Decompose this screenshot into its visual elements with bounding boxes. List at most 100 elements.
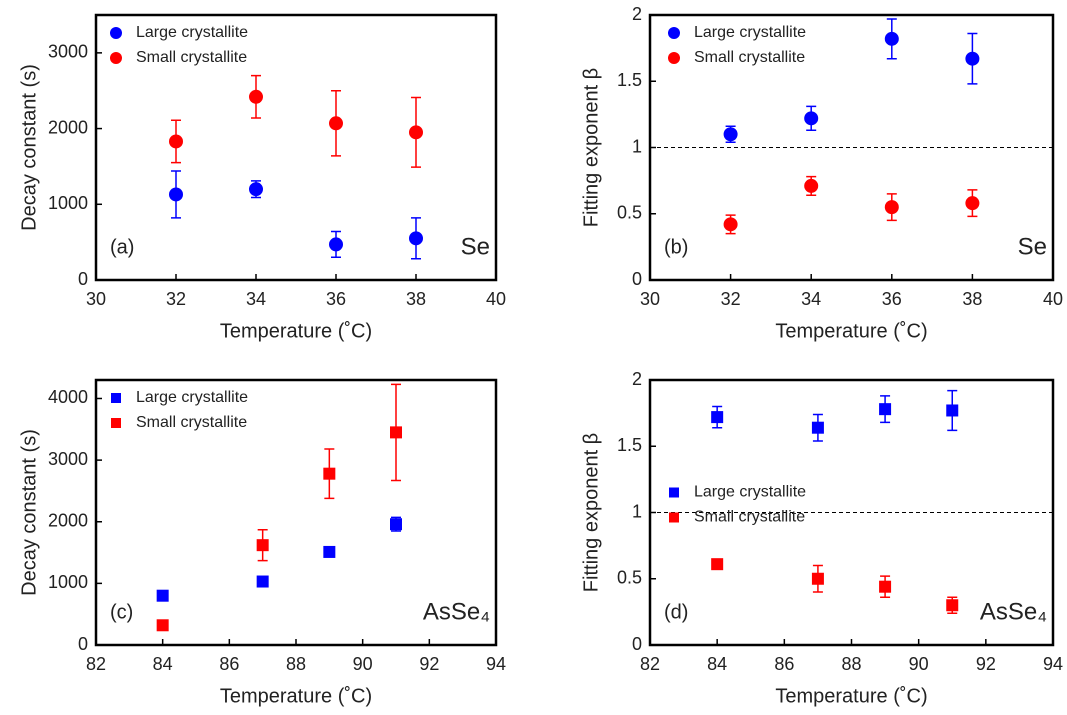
- legend-marker: [668, 27, 680, 39]
- x-tick-label: 38: [962, 289, 982, 309]
- legend-marker: [111, 418, 121, 428]
- legend-label: Large crystallite: [136, 389, 248, 406]
- marker: [390, 518, 402, 531]
- x-tick-label: 84: [707, 654, 727, 674]
- marker: [723, 127, 738, 142]
- material-label: Se: [1018, 233, 1047, 260]
- y-tick-label: 0.5: [617, 203, 642, 223]
- legend-marker: [669, 512, 679, 523]
- marker: [879, 403, 892, 416]
- panel-label: (d): [664, 601, 688, 623]
- y-axis-label: Fitting exponent β: [580, 433, 602, 592]
- x-tick-label: 40: [486, 289, 506, 309]
- legend-label: Small crystallite: [694, 49, 805, 66]
- y-tick-label: 1.5: [617, 435, 642, 455]
- x-tick-label: 88: [841, 654, 861, 674]
- x-tick-label: 86: [774, 654, 794, 674]
- x-tick-label: 94: [486, 654, 506, 674]
- y-tick-label: 0: [78, 269, 88, 289]
- marker: [249, 89, 263, 104]
- x-tick-label: 88: [286, 654, 306, 674]
- marker: [329, 237, 343, 252]
- marker: [804, 178, 819, 193]
- legend-marker: [669, 487, 679, 498]
- marker: [409, 231, 423, 246]
- y-tick-label: 3000: [48, 449, 88, 469]
- x-tick-label: 82: [640, 654, 660, 674]
- x-tick-label: 92: [419, 654, 439, 674]
- x-tick-label: 40: [1043, 289, 1063, 309]
- plot-frame: [94, 378, 498, 647]
- legend-label: Large crystallite: [694, 484, 806, 501]
- y-tick-label: 0: [632, 269, 642, 289]
- y-axis-label: Fitting exponent β: [580, 68, 602, 227]
- legend-label: Small crystallite: [694, 509, 805, 526]
- legend-label: Large crystallite: [694, 24, 806, 41]
- marker: [946, 599, 959, 612]
- marker: [323, 467, 336, 480]
- x-tick-label: 84: [153, 654, 173, 674]
- marker: [811, 421, 824, 434]
- marker: [156, 619, 169, 632]
- plot-frame: [94, 13, 498, 282]
- x-tick-label: 30: [640, 289, 660, 309]
- x-tick-label: 94: [1043, 654, 1063, 674]
- y-tick-label: 1000: [48, 572, 88, 592]
- marker: [329, 116, 343, 131]
- marker: [711, 558, 724, 571]
- x-axis-label: Temperature (˚C): [775, 320, 927, 342]
- x-tick-label: 30: [86, 289, 106, 309]
- y-tick-label: 2000: [48, 117, 88, 137]
- marker: [256, 539, 269, 552]
- marker: [169, 134, 183, 149]
- marker: [884, 31, 899, 46]
- y-tick-label: 2000: [48, 510, 88, 530]
- x-axis-label: Temperature (˚C): [220, 320, 372, 342]
- legend-label: Small crystallite: [136, 49, 247, 66]
- y-tick-label: 2: [632, 369, 642, 389]
- marker: [804, 111, 819, 126]
- x-tick-label: 32: [166, 289, 186, 309]
- material-label: AsSe₄: [980, 598, 1047, 625]
- x-tick-label: 32: [721, 289, 741, 309]
- x-tick-label: 90: [909, 654, 929, 674]
- marker: [323, 545, 336, 558]
- legend-marker: [110, 52, 122, 64]
- material-label: Se: [461, 233, 490, 260]
- y-axis-label: Decay constant (s): [18, 429, 40, 596]
- x-axis-label: Temperature (˚C): [220, 685, 372, 707]
- y-tick-label: 1: [632, 501, 642, 521]
- x-tick-label: 92: [976, 654, 996, 674]
- y-tick-label: 0: [632, 634, 642, 654]
- panel-label: (b): [664, 236, 688, 258]
- marker: [811, 572, 824, 585]
- panel-label: (c): [110, 601, 133, 623]
- y-tick-label: 3000: [48, 42, 88, 62]
- marker: [884, 200, 899, 215]
- x-tick-label: 38: [406, 289, 426, 309]
- y-tick-label: 1: [632, 136, 642, 156]
- marker: [169, 187, 183, 202]
- y-tick-label: 2: [632, 4, 642, 24]
- legend-marker: [111, 393, 121, 403]
- legend-marker: [110, 27, 122, 39]
- marker: [711, 411, 724, 424]
- marker: [965, 51, 980, 66]
- y-axis-label: Decay constant (s): [18, 64, 40, 231]
- x-tick-label: 36: [882, 289, 902, 309]
- legend-label: Large crystallite: [136, 24, 248, 41]
- marker: [249, 182, 263, 197]
- marker: [946, 404, 959, 417]
- panel-label: (a): [110, 236, 134, 258]
- marker: [156, 589, 169, 602]
- plot-frame: [648, 378, 1055, 647]
- plot-frame: [648, 13, 1055, 282]
- material-label: AsSe₄: [423, 598, 490, 625]
- x-tick-label: 82: [86, 654, 106, 674]
- marker: [390, 426, 402, 439]
- marker: [965, 196, 980, 211]
- legend-marker: [668, 52, 680, 64]
- x-tick-label: 90: [353, 654, 373, 674]
